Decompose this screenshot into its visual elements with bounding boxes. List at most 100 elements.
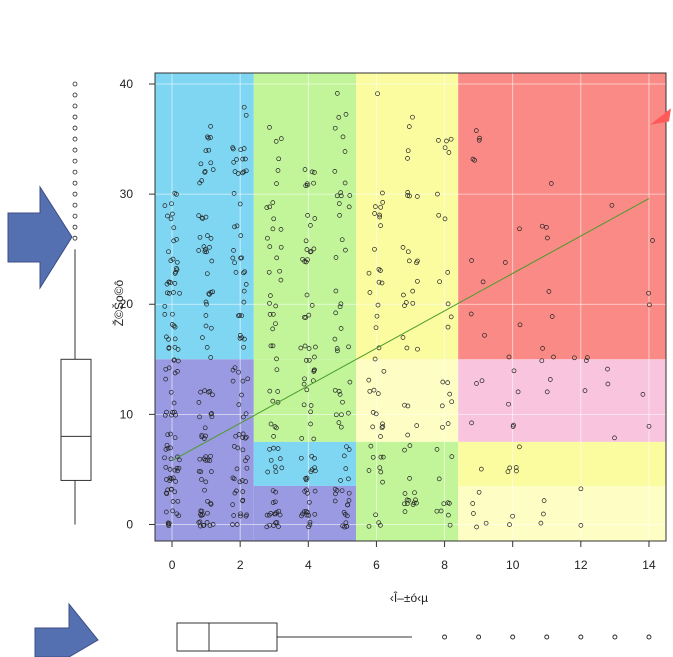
data-point <box>267 204 273 210</box>
data-point <box>415 258 420 264</box>
data-point <box>198 161 204 167</box>
data-point <box>177 290 182 296</box>
data-point <box>165 521 171 527</box>
x-box-outlier <box>646 634 652 640</box>
data-point <box>401 292 406 298</box>
data-point <box>415 346 420 352</box>
plot-frame <box>154 72 667 542</box>
data-point <box>210 289 216 295</box>
data-point <box>378 268 383 273</box>
data-point <box>448 314 454 320</box>
data-point <box>307 249 313 255</box>
data-point <box>241 288 247 294</box>
data-point <box>541 511 546 517</box>
data-point <box>237 312 242 318</box>
data-point <box>474 381 479 386</box>
data-point <box>380 421 385 427</box>
data-point <box>172 336 178 342</box>
data-point <box>209 414 215 420</box>
data-point <box>176 465 182 471</box>
data-point <box>405 403 411 409</box>
data-point <box>273 321 278 327</box>
data-point <box>199 178 205 183</box>
data-point <box>343 466 349 471</box>
y-tick-label: 30 <box>120 187 134 201</box>
data-point <box>200 335 205 340</box>
data-point <box>380 424 386 429</box>
data-point <box>473 128 479 133</box>
data-point <box>175 369 180 374</box>
data-point <box>267 312 273 317</box>
data-point <box>205 457 210 463</box>
data-point <box>302 376 307 382</box>
data-point <box>306 346 312 351</box>
data-point <box>230 146 236 152</box>
axes-layer: 0 2 4 6 8 10 12 14 0 10 20 30 40 <box>120 77 656 572</box>
data-point <box>434 447 440 452</box>
data-point <box>267 388 273 394</box>
data-point <box>267 125 272 130</box>
data-point <box>274 425 279 431</box>
data-point <box>307 522 313 528</box>
data-point <box>505 469 511 475</box>
region-rect <box>458 485 666 541</box>
data-point <box>303 238 309 244</box>
data-point <box>303 315 309 320</box>
data-point <box>578 523 584 528</box>
data-point <box>405 148 411 154</box>
data-point <box>238 511 243 517</box>
data-point <box>445 301 451 307</box>
data-point <box>517 322 523 328</box>
data-point <box>273 469 279 475</box>
data-point <box>175 358 181 364</box>
data-point <box>514 468 519 474</box>
data-point <box>402 303 407 308</box>
data-point <box>196 248 202 253</box>
data-point <box>342 524 347 530</box>
data-point <box>168 216 174 222</box>
data-point <box>167 467 173 472</box>
data-point <box>168 445 173 451</box>
data-point <box>200 523 206 528</box>
data-point <box>650 238 655 243</box>
data-point <box>164 409 169 415</box>
data-point <box>236 402 242 407</box>
data-point <box>367 290 373 295</box>
data-point <box>236 432 242 437</box>
x-tick-label: 0 <box>169 558 176 572</box>
data-point <box>336 389 342 394</box>
data-point <box>275 446 281 451</box>
region-rect <box>458 359 666 442</box>
data-point <box>164 477 169 482</box>
y-tick-label: 10 <box>120 407 134 421</box>
data-point <box>511 368 517 374</box>
y-box-outlier <box>72 158 78 164</box>
data-point <box>307 499 312 505</box>
data-point <box>210 167 216 172</box>
data-point <box>172 344 178 350</box>
y-box-outlier <box>72 213 78 219</box>
data-point <box>238 147 244 153</box>
data-point <box>199 477 204 482</box>
data-point <box>241 169 247 175</box>
data-point <box>270 488 276 494</box>
data-point <box>242 336 247 342</box>
data-point <box>472 157 477 163</box>
data-point <box>268 293 273 298</box>
data-point <box>164 491 170 497</box>
data-point <box>515 389 521 395</box>
data-point <box>338 301 344 307</box>
data-point <box>346 490 352 496</box>
data-point <box>237 201 243 207</box>
region-rect <box>253 73 356 360</box>
data-point <box>378 434 383 439</box>
data-point <box>245 376 251 382</box>
data-point <box>335 348 340 354</box>
data-point <box>202 388 207 393</box>
data-point <box>510 424 516 429</box>
data-point <box>344 524 350 529</box>
data-point <box>174 267 180 273</box>
data-point <box>199 215 205 221</box>
data-point <box>404 345 410 351</box>
data-point <box>378 454 384 460</box>
